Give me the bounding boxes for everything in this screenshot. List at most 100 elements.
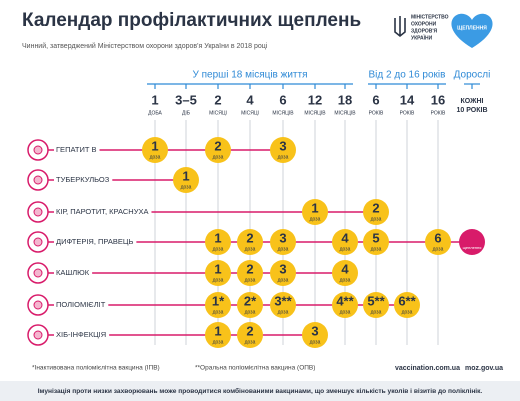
dose-number: 2 <box>214 138 221 153</box>
dose <box>237 292 263 318</box>
age-unit: 10 РОКІВ <box>456 107 487 114</box>
dose-word: доза <box>278 246 289 252</box>
subtitle: Чинний, затверджений Міністерством охоро… <box>22 42 268 50</box>
dose-word: доза <box>310 339 321 345</box>
dose-number: 3 <box>279 138 286 153</box>
link[interactable]: moz.gov.ua <box>465 365 503 372</box>
dose-word: доза <box>245 339 256 345</box>
dose <box>270 292 296 318</box>
adult-dose <box>459 229 485 255</box>
ministry-line: УКРАЇНИ <box>411 34 433 41</box>
dose-number: 1 <box>311 200 318 215</box>
age-value: КОЖНІ <box>461 98 484 105</box>
age-unit: МІСЯЦІВ <box>272 110 294 116</box>
dose-number: 3 <box>279 261 286 276</box>
age-value: 1 <box>151 92 158 107</box>
calendar: У перші 18 місяців життя Від 2 до 16 рокі… <box>27 70 491 348</box>
dose <box>237 229 263 255</box>
age-unit: РОКІВ <box>431 110 446 116</box>
dose <box>332 260 358 286</box>
dose-word: доза <box>245 309 256 315</box>
ministry-line: ЗДОРОВ'Я <box>411 28 438 34</box>
dose <box>270 137 296 163</box>
dose-number: 2 <box>246 323 253 338</box>
age-value: 6 <box>279 92 286 107</box>
dose-number: 4** <box>336 293 354 308</box>
dose-word: доза <box>278 277 289 283</box>
dose-word: доза <box>150 154 161 160</box>
label-bg <box>54 144 100 156</box>
dose-word: доза <box>181 184 192 190</box>
age-unit: МІСЯЦІ <box>209 110 227 116</box>
dose-word: доза <box>278 309 289 315</box>
age-group: Від 2 до 16 років <box>369 70 446 81</box>
dose-number: 3 <box>279 230 286 245</box>
disease-icon-core <box>33 330 43 340</box>
disease-icon-core <box>33 268 43 278</box>
label-bg <box>54 174 113 186</box>
dose <box>302 199 328 225</box>
bottom-note: Імунізація проти низки захворювань може … <box>38 387 483 395</box>
label-bg <box>54 236 137 248</box>
dose-number: 1 <box>214 323 221 338</box>
age-value: 6 <box>372 92 379 107</box>
age-unit: МІСЯЦІ <box>241 110 259 116</box>
dose-word: доза <box>213 246 224 252</box>
age-value: 3–5 <box>175 92 197 107</box>
dose-word: доза <box>340 277 351 283</box>
dose-number: 6** <box>398 293 416 308</box>
dose-word: доза <box>371 216 382 222</box>
dose-word: доза <box>213 309 224 315</box>
dose-number: 6 <box>434 230 441 245</box>
age-unit: МІСЯЦІВ <box>304 110 326 116</box>
dose <box>363 292 389 318</box>
dose-word: доза <box>278 154 289 160</box>
dose-number: 1* <box>212 293 225 308</box>
dose-word: доза <box>213 277 224 283</box>
bottom-bar <box>0 381 520 401</box>
dose <box>270 260 296 286</box>
dose <box>332 229 358 255</box>
disease-name: ХІБ-ІНФЕКЦІЯ <box>56 330 106 339</box>
dose <box>142 137 168 163</box>
disease-icon-core <box>33 207 43 217</box>
title: Календар профілактичних щеплень <box>22 10 361 31</box>
disease-name: ТУБЕРКУЛЬОЗ <box>56 175 110 184</box>
link[interactable]: vaccination.com.ua <box>395 365 460 372</box>
ministry-emblem <box>394 16 406 38</box>
age-group: Дорослі <box>454 70 491 81</box>
dose-number: 3** <box>274 293 292 308</box>
dose <box>237 322 263 348</box>
dose-number: 2 <box>372 200 379 215</box>
dose <box>425 229 451 255</box>
dose <box>363 199 389 225</box>
dose <box>237 260 263 286</box>
age-unit: РОКІВ <box>400 110 415 116</box>
age-value: 16 <box>431 92 445 107</box>
dose-word: доза <box>213 339 224 345</box>
dose-word: доза <box>433 246 444 252</box>
age-unit: ДОБА <box>148 110 162 116</box>
dose-word: доза <box>402 309 413 315</box>
dose-number: 1 <box>151 138 158 153</box>
dose-number: 1 <box>214 261 221 276</box>
dose-number: 4 <box>341 261 349 276</box>
label-bg <box>54 329 110 341</box>
dose-word: доза <box>245 277 256 283</box>
dose <box>205 322 231 348</box>
dose-word: доза <box>245 246 256 252</box>
dose-number: 5** <box>367 293 385 308</box>
dose-word: доза <box>340 246 351 252</box>
ministry-line: МІНІСТЕРСТВО <box>411 14 449 20</box>
disease-icon-core <box>33 145 43 155</box>
disease-icon-core <box>33 237 43 247</box>
age-value: 4 <box>246 92 254 107</box>
label-bg <box>54 267 93 279</box>
disease-name: ГЕПАТИТ В <box>56 145 97 154</box>
dose <box>302 322 328 348</box>
dose <box>205 260 231 286</box>
dose-number: 1 <box>182 168 189 183</box>
age-group: У перші 18 місяців життя <box>193 70 308 81</box>
dose-number: 5 <box>372 230 379 245</box>
